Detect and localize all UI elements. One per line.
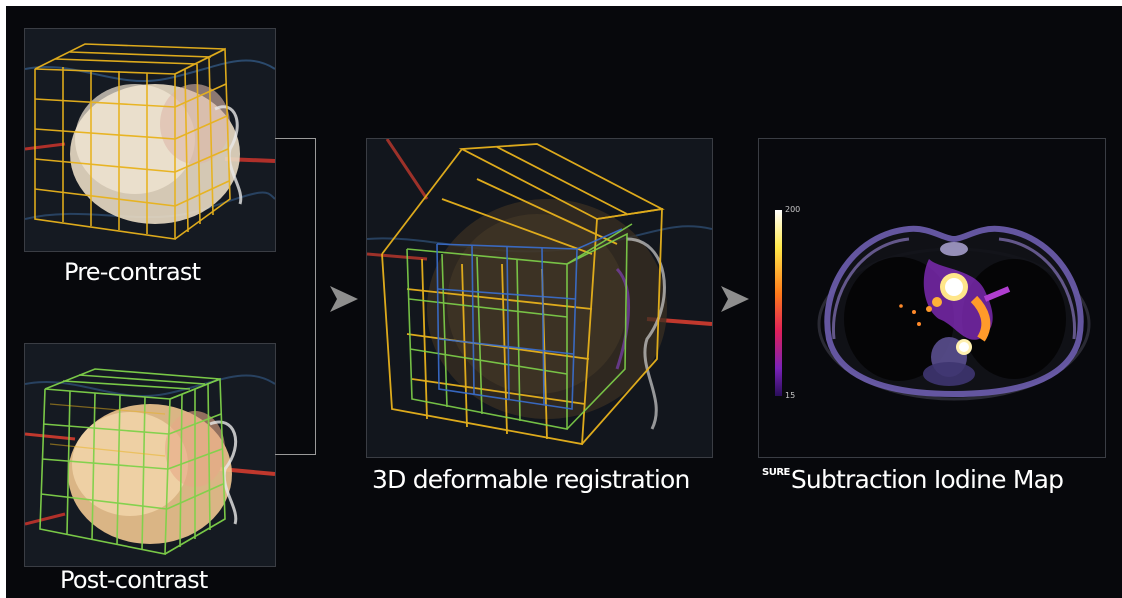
- sure-superscript: SURE: [762, 467, 790, 478]
- iodine-map-panel: 200 15: [758, 138, 1106, 458]
- connector-post: [275, 454, 316, 455]
- post-contrast-panel: [24, 343, 276, 567]
- figure-canvas: Pre-contrast: [6, 6, 1122, 598]
- registration-caption: 3D deformable registration: [372, 465, 690, 494]
- colorbar-min-label: 15: [785, 391, 796, 400]
- connector-vertical: [315, 138, 316, 455]
- connector-pre: [275, 138, 316, 139]
- registration-panel: [366, 138, 713, 458]
- pre-contrast-panel: [24, 28, 276, 252]
- post-contrast-caption: Post-contrast: [60, 566, 208, 594]
- registration-image: [367, 139, 712, 457]
- pre-contrast-caption: Pre-contrast: [64, 258, 201, 286]
- chevron-right-icon: [721, 286, 749, 312]
- pre-contrast-image: [25, 29, 275, 251]
- post-contrast-image: [25, 344, 275, 566]
- chevron-right-icon: [330, 286, 358, 312]
- iodine-map-caption: SURESubtraction Iodine Map: [762, 465, 1064, 494]
- colorbar-max-label: 200: [785, 205, 801, 214]
- colorbar: [775, 210, 782, 396]
- iodine-map-caption-text: Subtraction Iodine Map: [790, 465, 1064, 494]
- iodine-map-image: [759, 139, 1105, 457]
